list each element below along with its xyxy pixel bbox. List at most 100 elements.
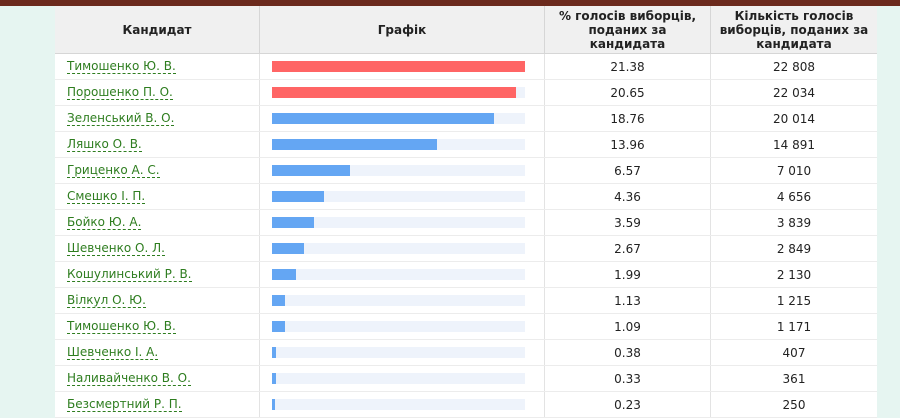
graph-cell xyxy=(259,157,545,184)
candidate-cell: Бойко Ю. А. xyxy=(55,209,260,236)
candidate-cell: Тимошенко Ю. В. xyxy=(55,53,260,80)
candidate-link[interactable]: Смешко І. П. xyxy=(67,189,146,204)
percent-cell: 2.67 xyxy=(544,235,711,262)
bar-fill xyxy=(272,373,276,384)
bar-fill xyxy=(272,243,304,254)
bar-fill xyxy=(272,61,525,72)
percent-cell: 20.65 xyxy=(544,79,711,106)
candidate-link[interactable]: Наливайченко В. О. xyxy=(67,371,191,386)
graph-cell xyxy=(259,105,545,132)
votes-cell: 20 014 xyxy=(710,105,877,132)
bar-track xyxy=(272,87,525,98)
percent-cell: 13.96 xyxy=(544,131,711,158)
candidate-link[interactable]: Вілкул О. Ю. xyxy=(67,293,146,308)
candidate-link[interactable]: Тимошенко Ю. В. xyxy=(67,319,176,334)
table-row: Тимошенко Ю. В. 1.09 1 171 xyxy=(55,313,877,340)
candidate-cell: Зеленський В. О. xyxy=(55,105,260,132)
candidate-cell: Порошенко П. О. xyxy=(55,79,260,106)
table-row: Вілкул О. Ю. 1.13 1 215 xyxy=(55,287,877,314)
percent-cell: 6.57 xyxy=(544,157,711,184)
bar-track xyxy=(272,295,525,306)
percent-cell: 21.38 xyxy=(544,53,711,80)
graph-cell xyxy=(259,209,545,236)
candidate-link[interactable]: Гриценко А. С. xyxy=(67,163,160,178)
top-header-strip xyxy=(0,0,900,6)
percent-cell: 18.76 xyxy=(544,105,711,132)
votes-cell: 14 891 xyxy=(710,131,877,158)
candidate-cell: Наливайченко В. О. xyxy=(55,365,260,392)
bar-track xyxy=(272,347,525,358)
bar-fill xyxy=(272,269,296,280)
votes-cell: 22 808 xyxy=(710,53,877,80)
percent-cell: 1.99 xyxy=(544,261,711,288)
graph-cell xyxy=(259,313,545,340)
bar-fill xyxy=(272,399,275,410)
table-row: Шевченко О. Л. 2.67 2 849 xyxy=(55,235,877,262)
table-row: Зеленський В. О. 18.76 20 014 xyxy=(55,105,877,132)
percent-cell: 3.59 xyxy=(544,209,711,236)
table-row: Ляшко О. В. 13.96 14 891 xyxy=(55,131,877,158)
table-row: Порошенко П. О. 20.65 22 034 xyxy=(55,79,877,106)
percent-cell: 0.38 xyxy=(544,339,711,366)
header-graph: Графік xyxy=(259,6,545,54)
header-votes: Кількість голосів виборців, поданих за к… xyxy=(710,6,877,54)
graph-cell xyxy=(259,261,545,288)
table-row: Шевченко І. А. 0.38 407 xyxy=(55,339,877,366)
candidate-cell: Гриценко А. С. xyxy=(55,157,260,184)
graph-cell xyxy=(259,365,545,392)
candidate-cell: Ляшко О. В. xyxy=(55,131,260,158)
percent-cell: 1.13 xyxy=(544,287,711,314)
table-row: Тимошенко Ю. В. 21.38 22 808 xyxy=(55,53,877,80)
bar-track xyxy=(272,399,525,410)
table-row: Гриценко А. С. 6.57 7 010 xyxy=(55,157,877,184)
table-row: Кошулинський Р. В. 1.99 2 130 xyxy=(55,261,877,288)
table-row: Наливайченко В. О. 0.33 361 xyxy=(55,365,877,392)
bar-track xyxy=(272,269,525,280)
votes-cell: 3 839 xyxy=(710,209,877,236)
bar-fill xyxy=(272,87,517,98)
votes-cell: 361 xyxy=(710,365,877,392)
table-row: Смешко І. П. 4.36 4 656 xyxy=(55,183,877,210)
candidate-link[interactable]: Безсмертний Р. П. xyxy=(67,397,182,412)
bar-fill xyxy=(272,113,494,124)
votes-cell: 2 849 xyxy=(710,235,877,262)
bar-track xyxy=(272,243,525,254)
candidate-link[interactable]: Шевченко І. А. xyxy=(67,345,159,360)
votes-cell: 4 656 xyxy=(710,183,877,210)
candidate-cell: Кошулинський Р. В. xyxy=(55,261,260,288)
bar-fill xyxy=(272,321,285,332)
candidate-link[interactable]: Кошулинський Р. В. xyxy=(67,267,192,282)
votes-cell: 7 010 xyxy=(710,157,877,184)
results-table: Кандидат Графік % голосів виборців, пода… xyxy=(55,6,877,418)
percent-cell: 1.09 xyxy=(544,313,711,340)
votes-cell: 250 xyxy=(710,391,877,418)
candidate-cell: Безсмертний Р. П. xyxy=(55,391,260,418)
candidate-link[interactable]: Ляшко О. В. xyxy=(67,137,142,152)
candidate-cell: Тимошенко Ю. В. xyxy=(55,313,260,340)
graph-cell xyxy=(259,79,545,106)
graph-cell xyxy=(259,131,545,158)
votes-cell: 2 130 xyxy=(710,261,877,288)
candidate-link[interactable]: Бойко Ю. А. xyxy=(67,215,142,230)
graph-cell xyxy=(259,183,545,210)
bar-fill xyxy=(272,165,350,176)
bar-track xyxy=(272,321,525,332)
header-candidate: Кандидат xyxy=(55,6,260,54)
bar-track xyxy=(272,191,525,202)
bar-track xyxy=(272,217,525,228)
votes-cell: 1 171 xyxy=(710,313,877,340)
candidate-link[interactable]: Зеленський В. О. xyxy=(67,111,175,126)
candidate-link[interactable]: Шевченко О. Л. xyxy=(67,241,165,256)
candidate-link[interactable]: Тимошенко Ю. В. xyxy=(67,59,176,74)
candidate-cell: Смешко І. П. xyxy=(55,183,260,210)
header-percent: % голосів виборців, поданих за кандидата xyxy=(544,6,711,54)
votes-cell: 407 xyxy=(710,339,877,366)
candidate-cell: Вілкул О. Ю. xyxy=(55,287,260,314)
bar-track xyxy=(272,165,525,176)
candidate-link[interactable]: Порошенко П. О. xyxy=(67,85,173,100)
candidate-cell: Шевченко О. Л. xyxy=(55,235,260,262)
table-row: Бойко Ю. А. 3.59 3 839 xyxy=(55,209,877,236)
graph-cell xyxy=(259,287,545,314)
votes-cell: 22 034 xyxy=(710,79,877,106)
bar-fill xyxy=(272,295,286,306)
